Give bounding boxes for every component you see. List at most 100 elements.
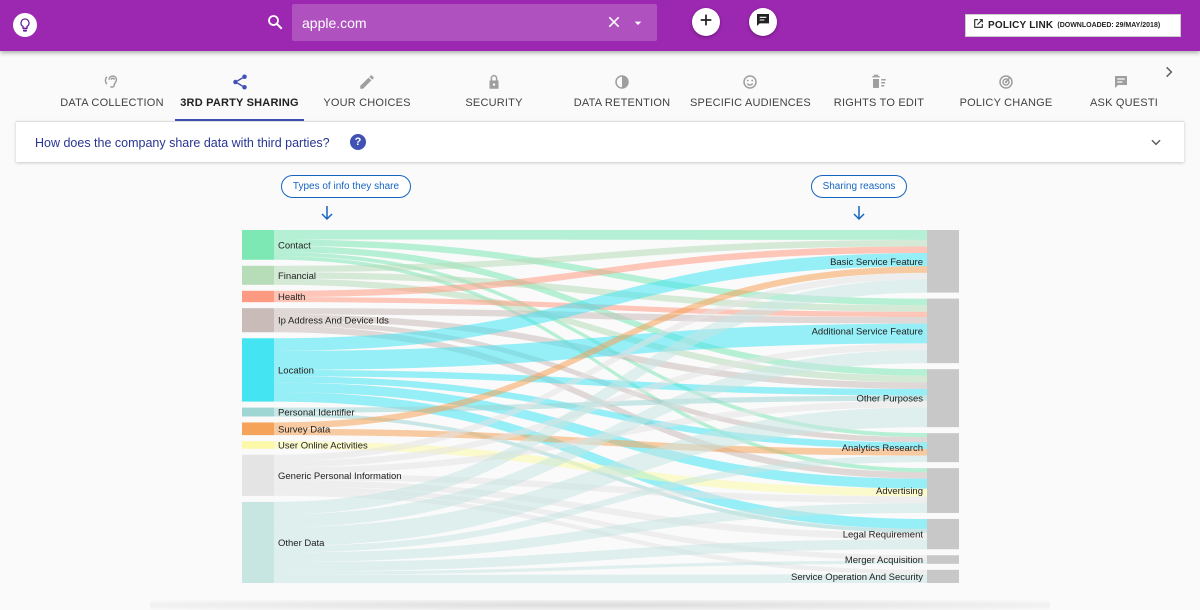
tab-label: DATA COLLECTION [60, 97, 164, 109]
sankey-link[interactable] [274, 245, 927, 376]
source-node[interactable] [242, 454, 274, 496]
sankey-labels: Contact Financial Health Ip Address And Dev… [278, 240, 923, 583]
ear-icon [103, 73, 121, 91]
source-node[interactable] [242, 422, 274, 436]
tab-label: POLICY CHANGE [959, 97, 1053, 109]
source-node[interactable] [242, 338, 274, 402]
tab-policy-change[interactable]: POLICY CHANGE [956, 73, 1056, 121]
sankey-link[interactable] [274, 376, 927, 449]
source-label: Health [278, 292, 305, 303]
plus-icon [698, 12, 714, 33]
arrow-down-icon [852, 205, 866, 221]
source-label: Contact [278, 240, 311, 251]
search-icon [266, 13, 286, 33]
lightbulb-icon[interactable] [13, 13, 37, 37]
pencil-icon [358, 73, 376, 91]
sankey-nodes [242, 230, 959, 583]
target-node[interactable] [927, 468, 959, 513]
policy-link-label: POLICY LINK [988, 20, 1054, 31]
source-node[interactable] [242, 230, 274, 260]
source-label: Personal Identifier [278, 408, 355, 419]
tab-3rd-party-sharing[interactable]: 3RD PARTY SHARING [175, 73, 304, 121]
target-node[interactable] [927, 555, 959, 564]
tab-data-retention[interactable]: DATA RETENTION [566, 73, 678, 121]
sankey-link[interactable] [274, 343, 927, 468]
sankey-link[interactable] [274, 486, 927, 561]
tab-label: ASK QUESTI [1090, 97, 1159, 109]
search-input[interactable] [302, 4, 592, 41]
help-icon[interactable]: ? [350, 134, 366, 150]
tab-label: SPECIFIC AUDIENCES [690, 97, 811, 109]
sankey-link[interactable] [274, 272, 927, 312]
sankey-link[interactable] [274, 392, 927, 529]
arrow-drop-down-icon[interactable] [630, 15, 646, 31]
sankey-links [274, 230, 927, 583]
source-node[interactable] [242, 501, 274, 583]
question-expansion-panel[interactable]: How does the company share data with thi… [16, 121, 1184, 162]
target-node[interactable] [927, 298, 959, 364]
sharing-reasons-heading: Sharing reasons [811, 175, 907, 198]
target-label: Merger Acquisition [845, 555, 923, 566]
target-node[interactable] [927, 569, 959, 583]
target-node[interactable] [927, 433, 959, 463]
source-node[interactable] [242, 308, 274, 333]
tab-label: SECURITY [465, 97, 523, 109]
source-node[interactable] [242, 441, 274, 449]
target-label: Advertising [876, 486, 923, 497]
tab-label: DATA RETENTION [573, 97, 671, 109]
tab-data-collection[interactable]: DATA COLLECTION [56, 73, 168, 121]
radar-icon [997, 73, 1015, 91]
open-in-new-icon [972, 17, 985, 35]
tab-security[interactable]: SECURITY [444, 73, 544, 121]
share-icon [231, 73, 249, 91]
target-node[interactable] [927, 230, 959, 293]
tab-label: YOUR CHOICES [323, 97, 411, 109]
target-node[interactable] [927, 518, 959, 550]
smiley-icon [741, 73, 759, 91]
chevron-down-icon[interactable] [1149, 135, 1163, 149]
source-node[interactable] [242, 407, 274, 417]
sankey-link[interactable] [274, 560, 927, 575]
source-node[interactable] [242, 290, 274, 303]
tab-label: 3RD PARTY SHARING [180, 97, 299, 109]
sankey-link[interactable] [274, 278, 927, 383]
source-label: User Online Activities [278, 440, 368, 451]
target-node[interactable] [927, 369, 959, 428]
target-label: Other Purposes [856, 394, 923, 405]
tab-ask-questions[interactable]: ASK QUESTI [1086, 73, 1159, 121]
tab-rights-to-edit[interactable]: RIGHTS TO EDIT [830, 73, 928, 121]
source-node[interactable] [242, 265, 274, 285]
message-icon [755, 12, 771, 33]
policy-link-button[interactable]: POLICY LINK (DOWNLOADED: 29/MAY/2018) [965, 14, 1181, 37]
sankey-link[interactable] [274, 407, 927, 547]
tab-your-choices[interactable]: YOUR CHOICES [316, 73, 418, 121]
sankey-link[interactable] [274, 266, 927, 429]
sankey-link[interactable] [274, 239, 927, 273]
sankey-link[interactable] [274, 369, 927, 396]
sankey-link[interactable] [274, 246, 927, 298]
sankey-link[interactable] [274, 480, 927, 540]
sankey-link[interactable] [274, 308, 927, 324]
sankey-link[interactable] [274, 455, 927, 553]
sankey-link[interactable] [274, 539, 927, 572]
sankey-link[interactable] [274, 574, 927, 583]
arrow-down-icon [320, 205, 334, 221]
sankey-link[interactable] [274, 279, 927, 515]
close-icon[interactable] [606, 14, 624, 32]
source-label: Location [278, 365, 314, 376]
feedback-button[interactable] [749, 8, 777, 36]
comment-icon [1112, 73, 1130, 91]
timer-icon [613, 73, 631, 91]
chevron-right-icon[interactable] [1162, 65, 1176, 79]
source-label: Survey Data [278, 424, 331, 435]
add-button[interactable] [692, 8, 720, 36]
target-label: Additional Service Feature [812, 326, 923, 337]
sankey-link[interactable] [274, 253, 927, 351]
category-tabs: DATA COLLECTION 3RD PARTY SHARING YOUR C… [0, 51, 1200, 121]
tab-specific-audiences[interactable]: SPECIFIC AUDIENCES [690, 73, 811, 121]
sankey-link[interactable] [274, 230, 927, 240]
sankey-link[interactable] [274, 272, 927, 462]
sankey-link[interactable] [274, 503, 927, 563]
sankey-link[interactable] [274, 349, 927, 528]
